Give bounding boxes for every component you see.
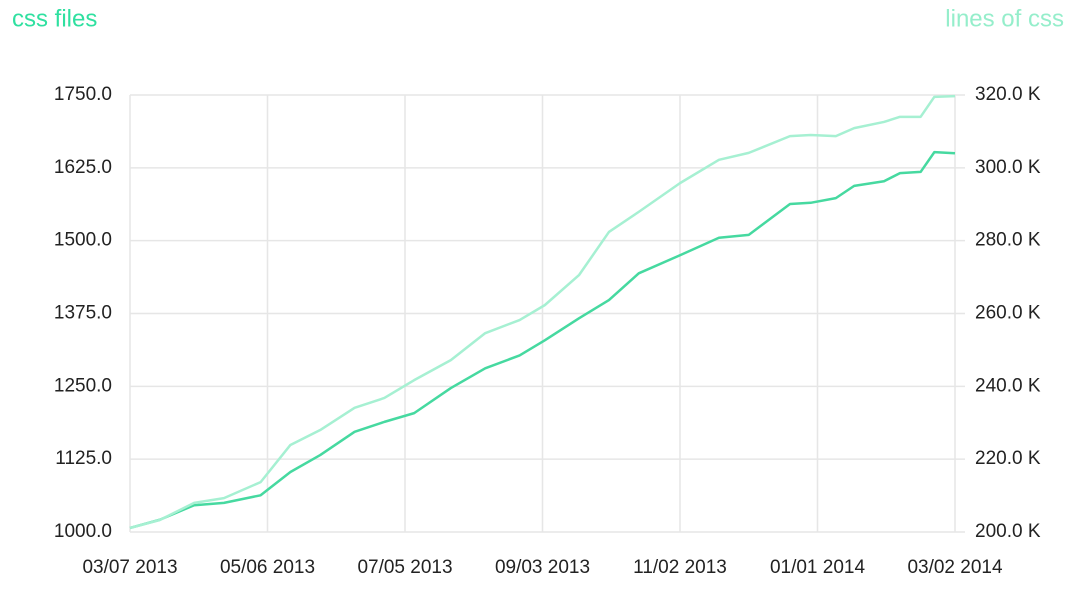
y-tick-label: 1250.0 <box>54 375 112 396</box>
x-tick-label: 11/02 2013 <box>633 557 727 578</box>
y-tick-label: 1000.0 <box>54 521 112 542</box>
x-tick-label: 05/06 2013 <box>220 557 315 578</box>
x-tick-label: 09/03 2013 <box>495 557 590 578</box>
y-tick-label: 1500.0 <box>54 230 112 251</box>
y2-tick-label: 300.0 K <box>975 157 1041 178</box>
y2-tick-label: 280.0 K <box>975 230 1041 251</box>
y2-tick-label: 240.0 K <box>975 375 1041 396</box>
x-tick-label: 07/05 2013 <box>357 557 452 578</box>
x-tick-label: 03/07 2013 <box>82 557 177 578</box>
y-tick-label: 1375.0 <box>54 303 112 324</box>
y-tick-label: 1625.0 <box>54 157 112 178</box>
y2-tick-label: 260.0 K <box>975 303 1041 324</box>
y2-tick-label: 220.0 K <box>975 448 1041 469</box>
y2-tick-label: 320.0 K <box>975 84 1041 105</box>
y2-tick-label: 200.0 K <box>975 521 1041 542</box>
line-series <box>129 94 956 530</box>
y-tick-label: 1750.0 <box>54 84 112 105</box>
line-series <box>129 150 956 530</box>
y-tick-label: 1125.0 <box>55 448 112 469</box>
x-tick-label: 01/01 2014 <box>770 557 866 578</box>
left-axis-title: css files <box>12 5 97 32</box>
x-tick-label: 03/02 2014 <box>907 557 1003 578</box>
right-axis-title: lines of css <box>945 5 1064 32</box>
